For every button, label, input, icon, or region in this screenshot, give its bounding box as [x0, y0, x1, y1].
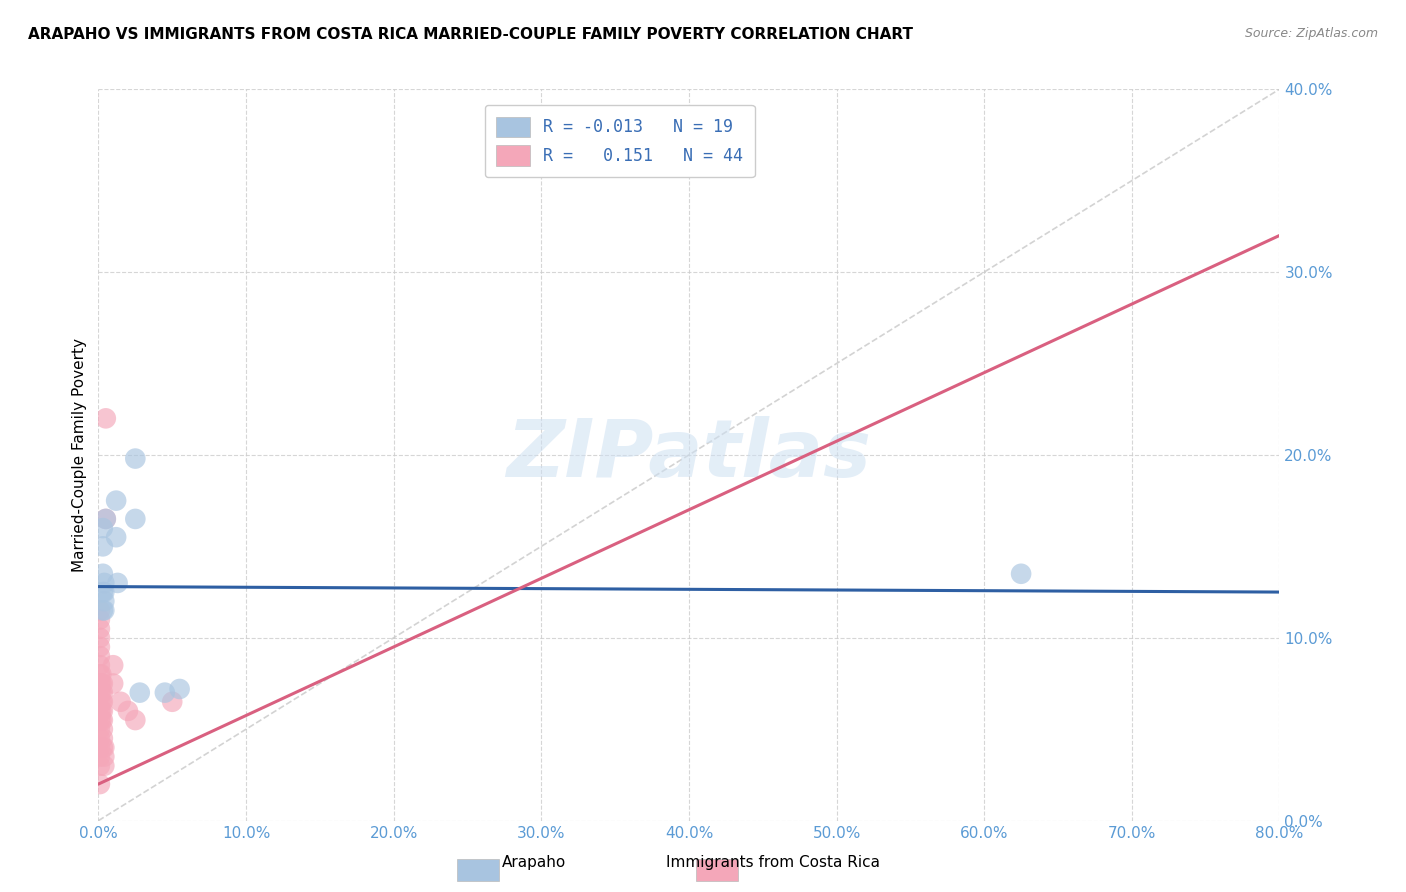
Point: [153, 685, 176, 699]
Point: [89, 758, 111, 772]
Point: [89, 613, 111, 627]
Point: [91, 585, 114, 599]
Point: [169, 681, 191, 696]
Point: [94, 512, 117, 526]
Point: [89, 704, 111, 718]
Point: [93, 749, 115, 764]
Point: [128, 685, 150, 699]
Point: [91, 704, 114, 718]
Point: [89, 640, 111, 654]
Point: [91, 685, 114, 699]
Point: [93, 585, 115, 599]
Point: [90, 667, 112, 681]
Point: [124, 713, 146, 727]
Point: [91, 676, 114, 690]
Point: [94, 512, 117, 526]
Point: [117, 704, 139, 718]
Point: [91, 566, 114, 581]
Point: [90, 713, 112, 727]
Point: [107, 576, 129, 591]
Point: [93, 594, 115, 608]
Point: [110, 695, 132, 709]
Point: [89, 777, 111, 791]
Point: [91, 731, 114, 746]
Point: [89, 631, 111, 645]
FancyBboxPatch shape: [696, 859, 738, 881]
Point: [91, 695, 114, 709]
Point: [91, 740, 114, 755]
Text: Immigrants from Costa Rica: Immigrants from Costa Rica: [666, 855, 880, 870]
Point: [105, 493, 128, 508]
Point: [90, 704, 112, 718]
Point: [124, 512, 146, 526]
Point: [89, 658, 111, 673]
Point: [91, 713, 114, 727]
Point: [103, 676, 125, 690]
Y-axis label: Married-Couple Family Poverty: Married-Couple Family Poverty: [72, 338, 87, 572]
Point: [93, 576, 115, 591]
Point: [103, 658, 125, 673]
Point: [105, 530, 128, 544]
Point: [89, 685, 111, 699]
FancyBboxPatch shape: [457, 859, 499, 881]
Point: [124, 451, 146, 466]
Point: [89, 667, 111, 681]
Point: [90, 685, 112, 699]
Point: [91, 603, 114, 617]
Point: [93, 740, 115, 755]
Point: [89, 676, 111, 690]
Point: [89, 713, 111, 727]
Text: ZIPatlas: ZIPatlas: [506, 416, 872, 494]
Point: [93, 758, 115, 772]
Point: [89, 731, 111, 746]
Point: [91, 723, 114, 737]
Text: Arapaho: Arapaho: [502, 855, 567, 870]
Point: [1010, 566, 1032, 581]
Point: [89, 723, 111, 737]
Point: [89, 649, 111, 664]
Point: [91, 521, 114, 535]
Point: [91, 539, 114, 553]
Point: [89, 695, 111, 709]
Point: [162, 695, 183, 709]
Text: ARAPAHO VS IMMIGRANTS FROM COSTA RICA MARRIED-COUPLE FAMILY POVERTY CORRELATION : ARAPAHO VS IMMIGRANTS FROM COSTA RICA MA…: [28, 27, 912, 42]
Point: [94, 411, 117, 425]
Point: [90, 676, 112, 690]
Point: [90, 695, 112, 709]
Point: [89, 603, 111, 617]
Point: [89, 740, 111, 755]
Point: [93, 603, 115, 617]
Legend: R = -0.013   N = 19, R =   0.151   N = 44: R = -0.013 N = 19, R = 0.151 N = 44: [485, 105, 755, 178]
Point: [89, 749, 111, 764]
Point: [89, 622, 111, 636]
Text: Source: ZipAtlas.com: Source: ZipAtlas.com: [1244, 27, 1378, 40]
